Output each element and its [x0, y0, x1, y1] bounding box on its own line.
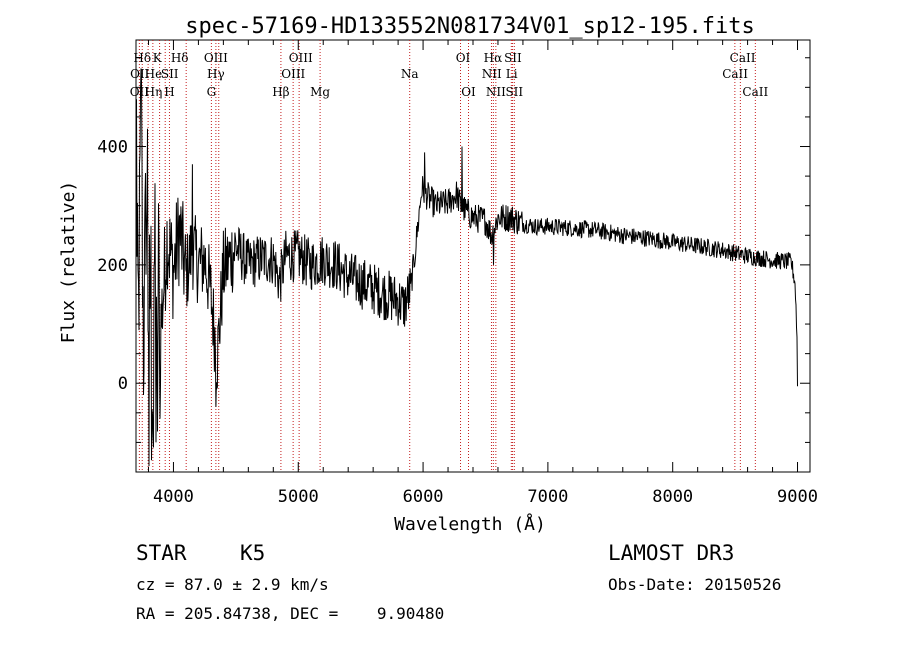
- y-axis: 0 200 400: [97, 57, 810, 443]
- x-axis-label: Wavelength (Å): [394, 513, 546, 535]
- line-label: OII: [130, 67, 150, 81]
- line-label: G: [207, 85, 217, 99]
- line-label: Hα: [484, 51, 503, 65]
- line-label: CaII: [722, 67, 748, 81]
- object-subclass: K5: [240, 541, 265, 565]
- line-label: Hγ: [207, 67, 225, 81]
- line-label: Mg: [310, 85, 330, 99]
- x-tick-label: 4000: [153, 487, 194, 507]
- y-tick-label: 200: [97, 256, 128, 276]
- line-label: SII: [504, 51, 522, 65]
- x-axis: 4000 5000 6000 7000 8000 9000: [147, 40, 818, 507]
- line-label: Na: [401, 67, 419, 81]
- line-label: OI: [456, 51, 471, 65]
- line-label: OIII: [289, 51, 313, 65]
- x-tick-label: 7000: [527, 487, 568, 507]
- y-axis-label: Flux (relative): [58, 181, 79, 344]
- y-tick-label: 400: [97, 138, 128, 158]
- line-label: Hδ: [171, 51, 189, 65]
- line-label: OI: [461, 85, 476, 99]
- y-tick-label: 0: [118, 374, 128, 394]
- flux-series-line: [135, 68, 798, 467]
- obs-date: Obs-Date: 20150526: [608, 575, 781, 594]
- x-tick-label: 9000: [777, 487, 818, 507]
- line-label: Hη: [145, 85, 163, 99]
- line-label: OIII: [204, 51, 228, 65]
- line-label: H: [164, 85, 174, 99]
- line-label: Li: [506, 67, 518, 81]
- line-label: Hβ: [272, 85, 289, 99]
- line-label: NII: [486, 85, 506, 99]
- plot-frame: [135, 39, 811, 473]
- line-label: NII: [482, 67, 502, 81]
- survey-name: LAMOST DR3: [608, 541, 734, 565]
- object-class: STAR: [136, 541, 187, 565]
- chart-title: spec-57169-HD133552N081734V01_sp12-195.f…: [185, 14, 755, 39]
- line-label: SII: [505, 85, 523, 99]
- line-label: He: [145, 67, 163, 81]
- redshift-info: cz = 87.0 ± 2.9 km/s: [136, 575, 329, 594]
- line-label: OIII: [281, 67, 305, 81]
- x-tick-label: 6000: [403, 487, 444, 507]
- line-label: SII: [161, 67, 179, 81]
- line-label: K: [153, 51, 163, 65]
- ra-dec: RA = 205.84738, DEC = 9.90480: [136, 604, 444, 623]
- x-tick-label: 8000: [652, 487, 693, 507]
- data-series: [135, 68, 798, 467]
- line-label: CaII: [742, 85, 768, 99]
- line-label: Hδ: [133, 51, 151, 65]
- x-tick-label: 5000: [278, 487, 319, 507]
- line-label: OII: [130, 85, 150, 99]
- line-label: CaII: [730, 51, 756, 65]
